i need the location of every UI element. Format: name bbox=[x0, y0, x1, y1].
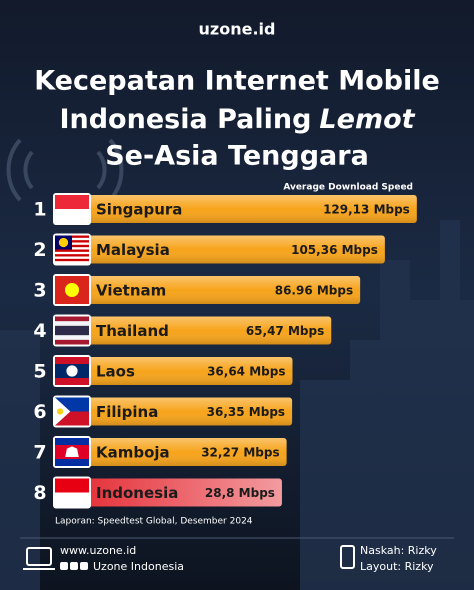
flag-part bbox=[55, 325, 89, 336]
rank: 6 bbox=[33, 401, 46, 423]
rank: 4 bbox=[33, 320, 46, 342]
bar-gloss bbox=[55, 438, 287, 466]
flag-part bbox=[55, 195, 89, 209]
title-part: Indonesia Paling bbox=[59, 104, 311, 135]
value-label: 36,35 Mbps bbox=[207, 405, 285, 419]
category-label: Vietnam bbox=[96, 282, 166, 300]
value-label: 36,64 Mbps bbox=[207, 365, 285, 379]
flag bbox=[53, 193, 91, 225]
flag bbox=[53, 476, 91, 509]
bar-gloss bbox=[55, 316, 332, 345]
flag-part bbox=[55, 492, 89, 507]
flag-part bbox=[56, 408, 64, 415]
layout-credit: Layout: Rizky bbox=[360, 560, 434, 573]
value-label: 28,8 Mbps bbox=[205, 486, 275, 500]
subtitle: Average Download Speed bbox=[283, 183, 413, 193]
category-label: Singapura bbox=[96, 201, 182, 219]
rank: 1 bbox=[33, 199, 46, 221]
flag bbox=[53, 233, 91, 266]
category-label: Malaysia bbox=[96, 241, 170, 259]
value-label: 129,13 Mbps bbox=[323, 203, 410, 217]
flag-part bbox=[65, 283, 79, 297]
category-label: Indonesia bbox=[96, 484, 178, 502]
rank: 3 bbox=[33, 280, 46, 302]
bar-gloss bbox=[55, 397, 293, 426]
flag-part bbox=[65, 446, 79, 458]
rank: 7 bbox=[33, 442, 46, 464]
flag-part bbox=[66, 365, 78, 377]
title-line: Kecepatan Internet Mobile bbox=[34, 66, 440, 97]
wifi-icon bbox=[6, 138, 124, 202]
title-line: Indonesia Paling Lemot bbox=[59, 104, 415, 135]
title-emphasis: Lemot bbox=[319, 104, 415, 135]
bar-gloss bbox=[55, 357, 293, 385]
category-label: Kamboja bbox=[96, 444, 170, 462]
rank: 8 bbox=[33, 482, 46, 504]
flag bbox=[53, 314, 91, 347]
website: www.uzone.id bbox=[60, 544, 136, 557]
city-skyline bbox=[0, 220, 474, 590]
value-label: 105,36 Mbps bbox=[291, 243, 378, 257]
title-line: Se-Asia Tenggara bbox=[105, 141, 369, 172]
brand: uzone.id bbox=[199, 20, 276, 39]
rank: 2 bbox=[33, 239, 46, 261]
phone-icon bbox=[340, 545, 355, 569]
bar-gloss bbox=[55, 276, 361, 304]
bar-gloss bbox=[55, 235, 385, 264]
value-label: 32,27 Mbps bbox=[201, 446, 279, 460]
flag bbox=[53, 355, 91, 387]
category-label: Thailand bbox=[96, 322, 169, 340]
flag bbox=[53, 436, 91, 468]
flag bbox=[53, 395, 91, 428]
bar-gloss bbox=[55, 478, 282, 507]
bar-gloss bbox=[55, 195, 417, 223]
flag-part bbox=[55, 209, 89, 223]
social: Uzone Indonesia bbox=[93, 560, 184, 573]
category-label: Filipina bbox=[96, 403, 158, 421]
value-label: 65,47 Mbps bbox=[246, 324, 324, 338]
rank: 5 bbox=[33, 361, 46, 383]
flag-part bbox=[55, 478, 89, 493]
flag-part bbox=[58, 237, 69, 248]
category-label: Laos bbox=[96, 363, 135, 381]
laptop-icon bbox=[23, 547, 55, 570]
flag-part bbox=[55, 249, 89, 252]
writer: Naskah: Rizky bbox=[360, 544, 437, 557]
flag-part bbox=[55, 258, 89, 262]
social-icons bbox=[60, 562, 88, 570]
source: Laporan: Speedtest Global, Desember 2024 bbox=[55, 517, 253, 527]
bars: 1 Singapura 129,13 Mbps 2 Malaysia 105,36 Mbp… bbox=[33, 193, 417, 509]
flag bbox=[53, 274, 91, 306]
value-label: 86.96 Mbps bbox=[275, 284, 353, 298]
flag-part bbox=[55, 254, 89, 257]
